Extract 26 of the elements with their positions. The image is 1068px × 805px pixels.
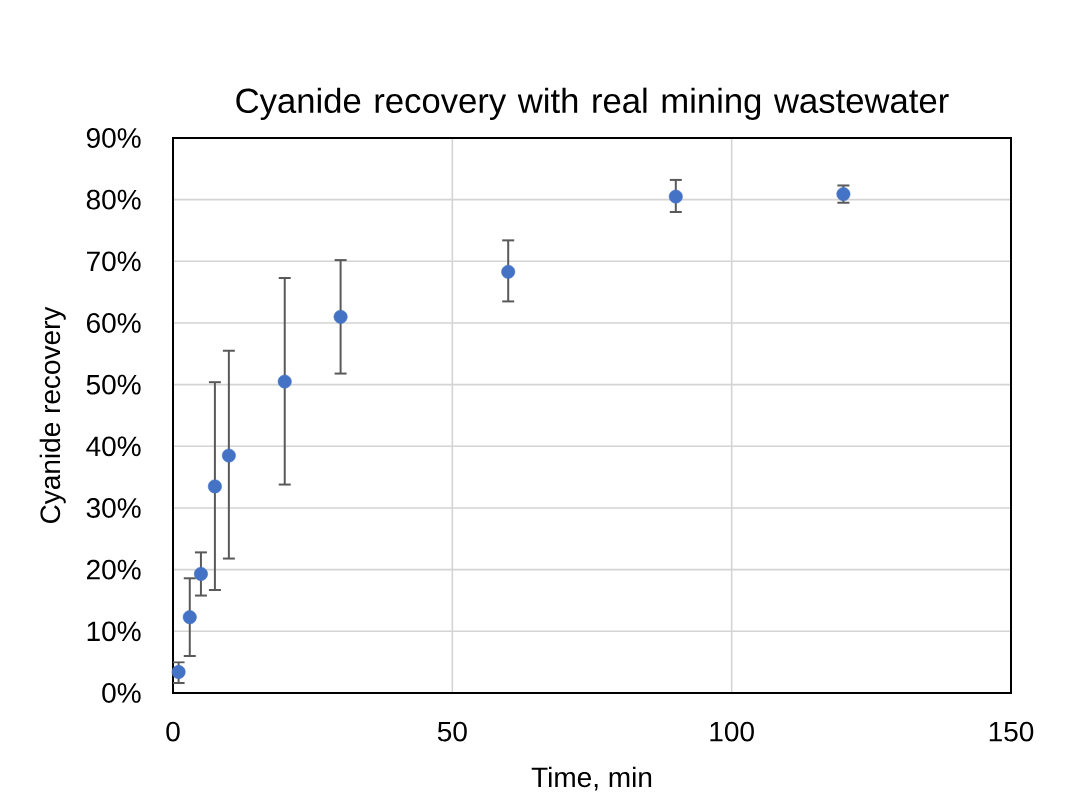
x-tick-label: 100 — [710, 721, 754, 742]
point — [194, 567, 208, 581]
point — [668, 189, 683, 204]
point — [182, 610, 197, 625]
x-tick-label: 0 — [166, 721, 180, 742]
x-tick-label: 150 — [989, 721, 1034, 742]
y-tick-label: 20% — [86, 559, 141, 580]
y-tick-label: 40% — [86, 436, 141, 457]
y-tick-label: 10% — [87, 621, 141, 642]
point — [221, 448, 236, 463]
x-tick-label: 50 — [437, 721, 467, 742]
y-tick-label: 0% — [102, 683, 141, 703]
y-tick-label: 70% — [87, 251, 141, 272]
chart-title: Cyanide recovery with real mining wastewater — [236, 87, 949, 120]
y-tick-label: 50% — [86, 374, 141, 395]
y-axis-title: Cyanide recovery — [39, 306, 66, 524]
point — [171, 665, 186, 679]
y-tick-label: 60% — [87, 313, 141, 333]
point — [207, 479, 222, 494]
y-tick-label: 80% — [86, 189, 141, 210]
y-tick-label: 90% — [86, 128, 141, 148]
y-tick-label: 30% — [86, 498, 141, 518]
point — [333, 309, 348, 324]
point — [277, 374, 292, 389]
x-axis-title: Time, min — [531, 766, 652, 791]
point — [501, 264, 516, 279]
